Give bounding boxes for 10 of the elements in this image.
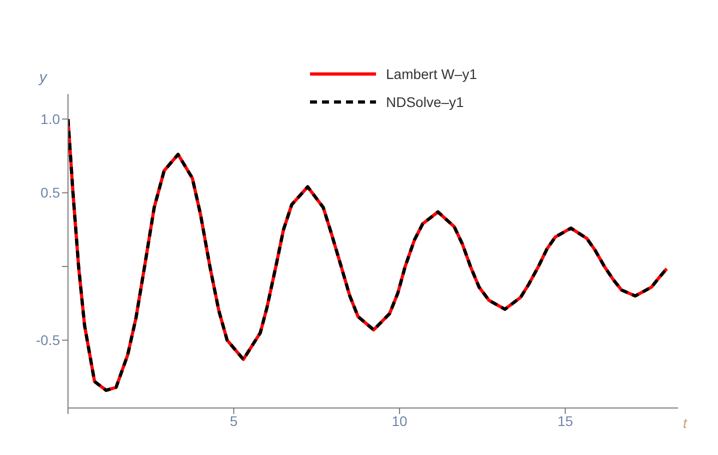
y-axis-title: y [38, 69, 48, 86]
y-tick-label: 0.5 [40, 184, 60, 201]
x-tick-label: 15 [557, 412, 574, 429]
legend-label: Lambert W–y1 [386, 66, 478, 82]
x-tick-label: 10 [392, 412, 408, 429]
y-tick-label: 1.0 [40, 111, 60, 128]
x-tick-label: 5 [230, 412, 238, 429]
x-axis-title: t [683, 414, 688, 431]
y-tick-label: -0.5 [36, 332, 60, 348]
legend-label: NDSolve–y1 [386, 94, 464, 110]
